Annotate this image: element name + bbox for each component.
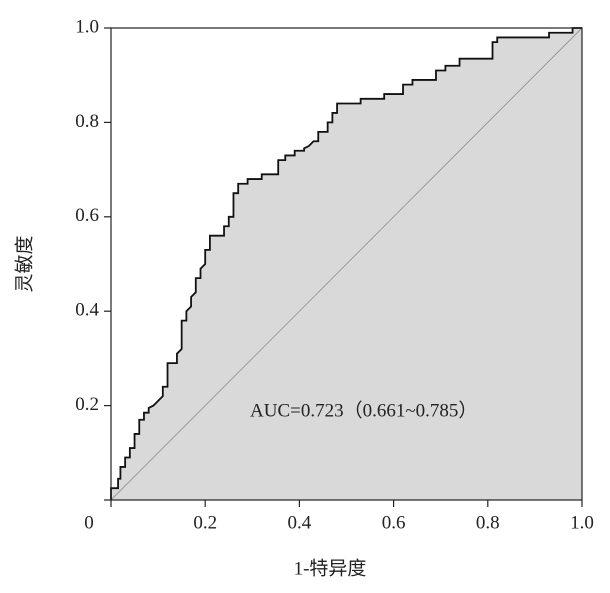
x-axis-label: 1-特异度 [294, 557, 367, 579]
y-tick-label: 0.6 [75, 205, 99, 226]
y-tick-label: 1.0 [75, 16, 99, 37]
y-tick-label: 0.2 [75, 394, 99, 415]
x-tick-label: 0.6 [382, 512, 406, 533]
y-tick-label: 0.4 [75, 300, 99, 321]
x-tick-label: 1.0 [570, 512, 594, 533]
x-tick-label: 0.8 [476, 512, 500, 533]
roc-curve [110, 27, 582, 500]
reference-line [110, 27, 583, 501]
x-tick-label: 0.2 [193, 512, 217, 533]
x-tick-label: 0.4 [288, 512, 312, 533]
annotation: AUC=0.723（0.661~0.785） [250, 399, 477, 421]
y-axis-label: 灵敏度 [13, 235, 35, 292]
x-tick-label: 0 [84, 512, 94, 533]
y-tick-label: 0.8 [75, 111, 99, 132]
plot-frame [110, 27, 583, 501]
